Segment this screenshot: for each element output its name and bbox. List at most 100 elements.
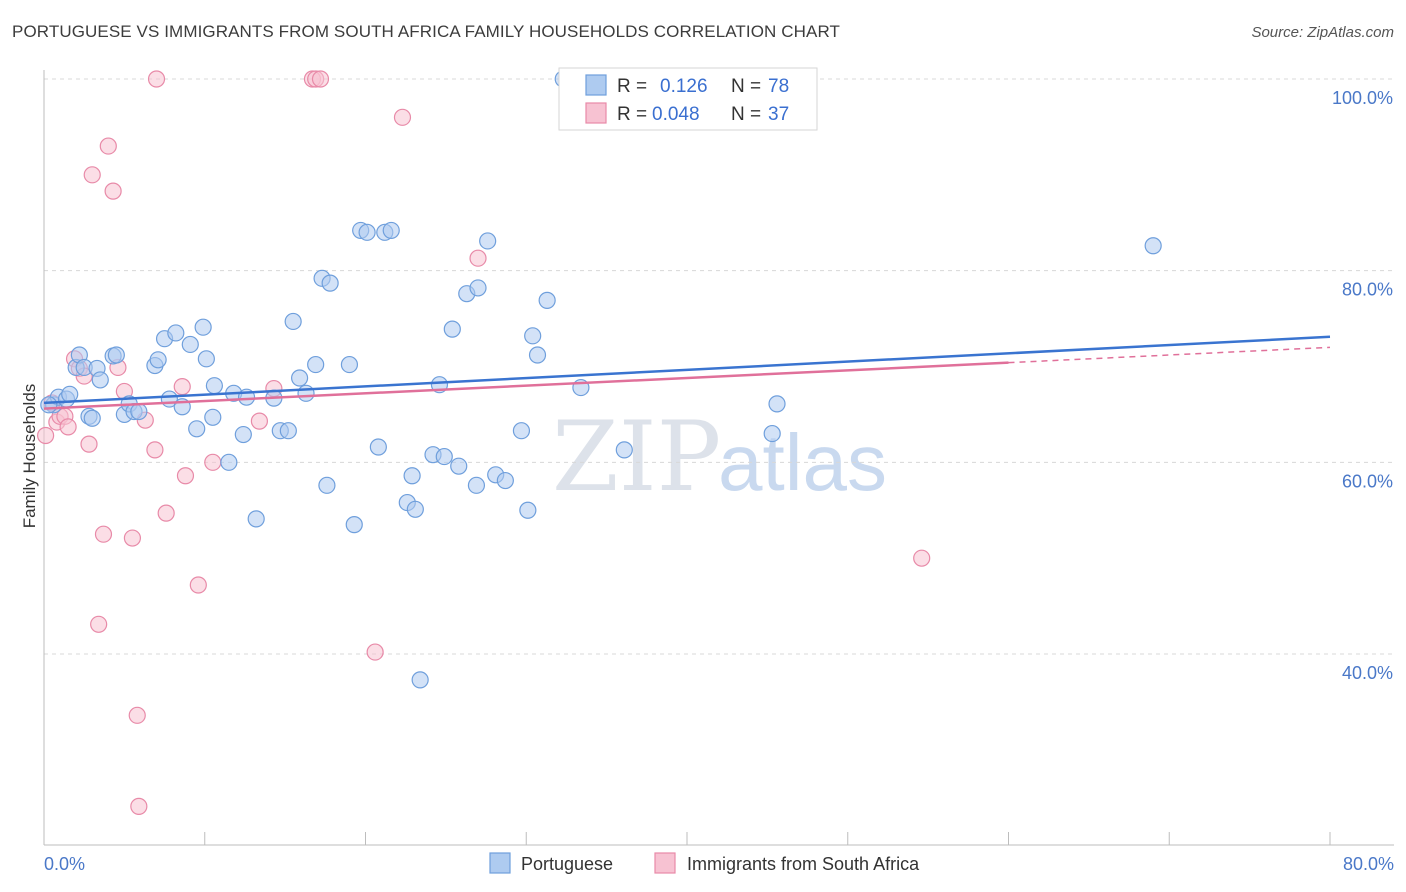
legend-r-value-2: 0.048 [652,104,700,125]
point-portuguese-39 [297,384,315,402]
point-portuguese-63 [479,232,497,250]
point-portuguese-37 [284,312,302,331]
x-ticks [204,832,1331,845]
point-portuguese-21 [167,324,185,342]
legend-r-label-2: R = [617,104,647,125]
point-portuguese-44 [340,355,359,374]
point-portuguese-24 [188,420,206,438]
point-immigrants-21 [146,441,164,459]
point-portuguese-75 [768,395,786,413]
y-axis-label: Family Households [20,384,39,529]
legend-n-value-2: 37 [768,104,789,125]
point-portuguese-38 [290,369,309,387]
point-portuguese-76 [1144,237,1162,255]
point-portuguese-47 [358,223,376,241]
point-immigrants-0 [37,426,55,445]
point-portuguese-57 [435,447,453,466]
point-immigrants-35 [469,249,487,267]
point-portuguese-25 [194,318,212,336]
legend-swatch-portuguese [585,74,607,96]
point-immigrants-36 [913,549,931,567]
y-tick-labels: 100.0% 80.0% 60.0% 40.0% [1332,88,1393,683]
legend-n-value-1: 78 [768,76,789,97]
point-immigrants-26 [189,576,207,594]
point-portuguese-62 [469,279,487,297]
point-portuguese-28 [204,408,222,426]
y-tick-label-3: 40.0% [1342,663,1393,683]
point-immigrants-13 [99,137,117,155]
point-immigrants-27 [204,453,222,471]
point-portuguese-18 [149,351,167,369]
point-immigrants-18 [128,706,146,724]
point-portuguese-45 [345,516,363,534]
trend-line-immigrants [43,361,1009,410]
gridlines [44,78,1394,655]
chart-title: PORTUGUESE VS IMMIGRANTS FROM SOUTH AFRI… [12,22,841,41]
point-immigrants-23 [157,504,175,522]
point-portuguese-29 [220,453,238,471]
point-portuguese-27 [205,377,223,395]
bottom-legend-swatch-immigrants [654,852,676,874]
point-portuguese-36 [279,422,297,440]
y-tick-label-2: 60.0% [1342,471,1393,491]
point-portuguese-31 [234,425,252,444]
point-portuguese-66 [512,422,531,440]
legend-n-label-2: N = [731,104,761,125]
trend-lines [43,335,1331,410]
point-portuguese-8 [83,409,101,427]
bottom-legend-swatch-portuguese [489,852,511,874]
point-immigrants-14 [104,182,122,200]
y-tick-label-0: 100.0% [1332,88,1393,108]
point-portuguese-26 [197,350,215,368]
y-tick-label-1: 80.0% [1342,280,1393,300]
point-portuguese-61 [467,476,486,494]
point-portuguese-73 [615,441,633,459]
point-portuguese-77 [40,396,58,414]
point-portuguese-54 [411,671,429,689]
point-portuguese-65 [496,471,514,490]
point-portuguese-43 [321,274,339,292]
point-immigrants-5 [59,418,77,436]
point-immigrants-34 [393,108,412,126]
point-immigrants-28 [250,412,269,430]
top-legend: R = 0.126 N = 78 R = 0.048 N = 37 [558,67,818,131]
point-portuguese-53 [406,500,424,518]
source-label: Source: ZipAtlas.com [1251,24,1394,41]
point-portuguese-59 [450,457,468,475]
point-immigrants-32 [311,70,330,88]
trend-line-immigrants-dashed [1008,346,1331,364]
point-portuguese-58 [443,320,461,338]
point-immigrants-12 [94,525,113,543]
point-portuguese-23 [181,335,199,354]
point-portuguese-42 [318,476,336,494]
bottom-legend: Portuguese Immigrants from South Africa [489,852,920,874]
point-portuguese-3 [61,385,79,403]
point-portuguese-68 [524,327,542,345]
point-portuguese-69 [528,346,547,364]
point-portuguese-16 [130,402,148,421]
point-portuguese-33 [247,510,265,528]
point-immigrants-22 [147,70,166,88]
point-portuguese-50 [382,221,400,240]
legend-swatch-immigrants [585,102,607,124]
point-portuguese-74 [763,424,781,443]
trend-line-portuguese [43,335,1331,405]
bottom-legend-label-portuguese: Portuguese [521,854,613,874]
legend-n-label-1: N = [731,76,761,97]
x-tick-label-max: 80.0% [1343,854,1394,874]
point-portuguese-10 [91,371,109,389]
x-tick-label-min: 0.0% [44,854,85,874]
point-immigrants-10 [83,166,101,184]
point-immigrants-17 [123,529,142,547]
point-portuguese-48 [369,438,387,456]
series-portuguese [40,70,1162,689]
watermark-atlas: atlas [718,418,887,507]
legend-r-label-1: R = [617,76,647,97]
point-immigrants-25 [176,467,195,485]
point-immigrants-33 [366,643,384,661]
watermark-zip: ZIP [552,401,721,513]
point-immigrants-19 [130,797,148,815]
point-portuguese-12 [107,346,125,364]
legend-r-value-1: 0.126 [660,76,708,97]
